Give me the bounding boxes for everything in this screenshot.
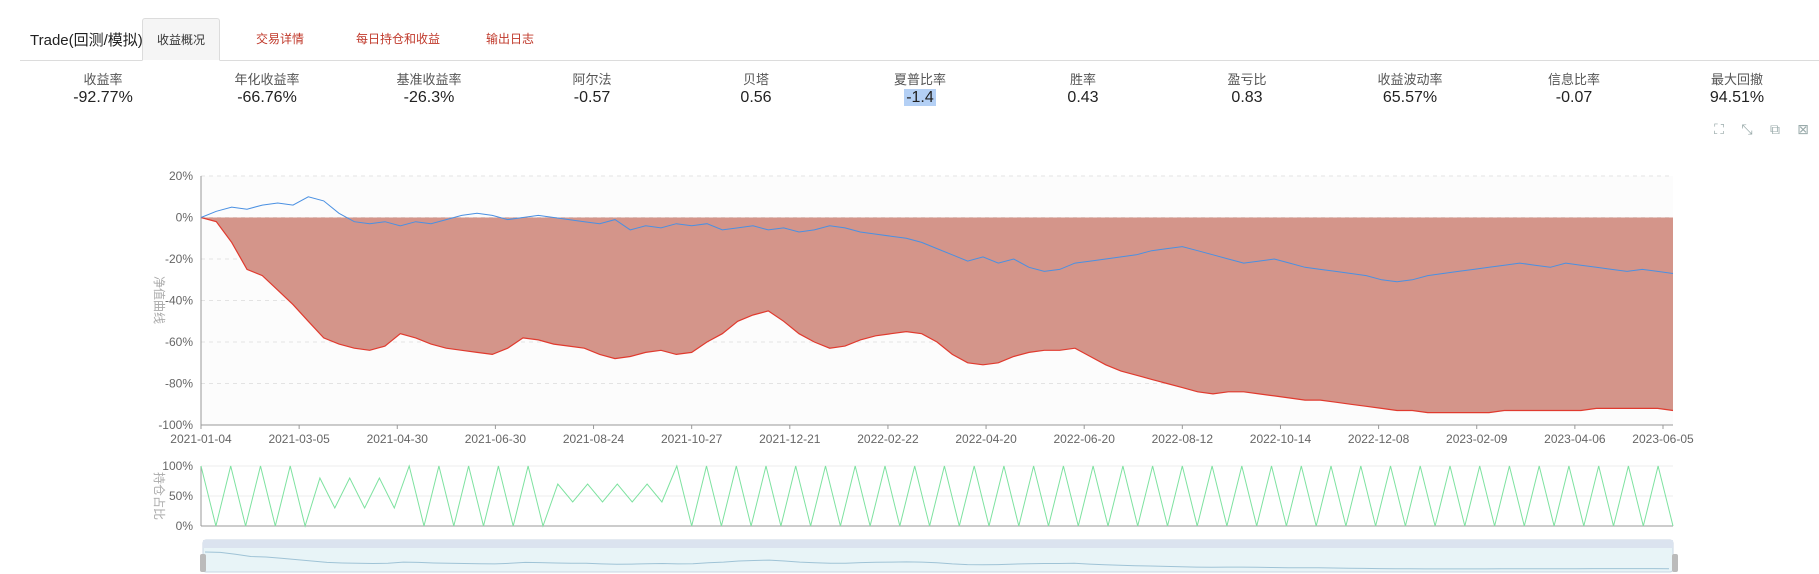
metric-benchmark-return: 基准收益率 -26.3%	[349, 72, 509, 107]
x-tick-label: 2023-04-06	[1544, 432, 1606, 446]
y-tick-label: -80%	[165, 377, 193, 391]
tab-overview[interactable]: 收益概况	[142, 18, 220, 61]
metric-value: 65.57%	[1382, 89, 1438, 106]
metric-sharpe: 夏普比率 -1.4	[840, 72, 1000, 107]
metric-annual-return: 年化收益率 -66.76%	[187, 72, 347, 107]
metric-label: 最大回撤	[1710, 72, 1763, 87]
strategy-area	[201, 217, 1673, 413]
metric-label: 信息比率	[1547, 72, 1600, 87]
tab-trade-details[interactable]: 交易详情	[255, 32, 304, 46]
metric-label: 夏普比率	[893, 72, 946, 87]
zoom-handle-right[interactable]	[1672, 554, 1678, 572]
zoom-slider-preview	[204, 551, 1670, 570]
y-tick-label: -20%	[165, 252, 193, 266]
position-line	[200, 464, 1674, 528]
y-tick-label: -100%	[158, 418, 193, 432]
metric-label: 胜率	[1069, 72, 1096, 87]
app-title: Trade(回测/模拟)	[30, 32, 143, 49]
metric-return: 收益率 -92.77%	[23, 72, 183, 107]
position-y-tick-label: 50%	[169, 489, 193, 503]
metrics-row: 收益率 -92.77% 年化收益率 -66.76% 基准收益率 -26.3% 阿尔法 -…	[0, 72, 1819, 112]
metric-value: -0.07	[1555, 89, 1593, 106]
metric-label: 基准收益率	[396, 72, 462, 87]
zoom-icon[interactable]: ⛶	[1714, 121, 1724, 137]
metric-label: 阿尔法	[572, 72, 612, 87]
benchmark-line	[200, 196, 1674, 283]
save-icon[interactable]: ⊠	[1797, 121, 1809, 137]
metric-label: 贝塔	[742, 72, 769, 87]
x-tick-label: 2021-12-21	[759, 432, 821, 446]
x-tick-label: 2023-02-09	[1446, 432, 1508, 446]
x-tick-label: 2022-08-12	[1152, 432, 1214, 446]
y-axis-label: 净值曲线	[152, 276, 167, 324]
position-y-axis-label: 持仓占比	[152, 472, 167, 520]
metric-label: 盈亏比	[1227, 72, 1267, 87]
metric-volatility: 收益波动率 65.57%	[1330, 72, 1490, 107]
x-tick-label: 2022-06-20	[1054, 432, 1116, 446]
position-y-tick-label: 100%	[162, 459, 193, 473]
metric-value: 0.56	[740, 89, 772, 106]
metric-value: -66.76%	[237, 89, 297, 106]
metric-value: -26.3%	[403, 89, 455, 106]
restore-icon[interactable]: ⧉	[1770, 121, 1780, 137]
x-tick-label: 2021-06-30	[465, 432, 527, 446]
position-y-tick-label: 0%	[176, 519, 194, 533]
zoom-reset-icon[interactable]: ⤡	[1741, 121, 1753, 137]
metric-beta: 贝塔 0.56	[676, 72, 836, 107]
x-tick-label: 2021-10-27	[661, 432, 723, 446]
y-tick-label: -60%	[165, 335, 193, 349]
metric-label: 收益波动率	[1377, 72, 1443, 87]
zoom-handle-left[interactable]	[200, 554, 206, 572]
metric-label: 收益率	[83, 72, 123, 87]
x-tick-label: 2021-03-05	[268, 432, 330, 446]
x-tick-label: 2022-02-22	[857, 432, 919, 446]
metric-information-ratio: 信息比率 -0.07	[1494, 72, 1654, 107]
y-tick-label: 20%	[169, 169, 193, 183]
metric-max-drawdown: 最大回撤 94.51%	[1657, 72, 1817, 107]
metric-label: 年化收益率	[234, 72, 300, 87]
x-tick-label: 2021-04-30	[367, 432, 429, 446]
metric-value: 94.51%	[1709, 89, 1765, 106]
tab-output-log[interactable]: 输出日志	[485, 32, 534, 46]
tab-daily-positions[interactable]: 每日持仓和收益	[355, 32, 440, 46]
strategy-line	[200, 216, 1674, 414]
y-tick-label: -40%	[165, 294, 193, 308]
zoom-slider-top-bar[interactable]	[203, 540, 1673, 548]
y-tick-label: 0%	[176, 211, 194, 225]
metric-value: -92.77%	[73, 89, 133, 106]
metric-value: 0.83	[1231, 89, 1263, 106]
x-tick-label: 2021-01-04	[170, 432, 232, 446]
metric-value: -1.4	[904, 89, 936, 106]
x-tick-label: 2022-12-08	[1348, 432, 1410, 446]
metric-alpha: 阿尔法 -0.57	[512, 72, 672, 107]
x-tick-label: 2022-10-14	[1250, 432, 1312, 446]
metric-value: 0.43	[1067, 89, 1099, 106]
metric-win-rate: 胜率 0.43	[1003, 72, 1163, 107]
metric-value: -0.57	[573, 89, 611, 106]
x-tick-label: 2022-04-20	[955, 432, 1017, 446]
metric-profit-loss-ratio: 盈亏比 0.83	[1167, 72, 1327, 107]
x-tick-label: 2023-06-05	[1632, 432, 1694, 446]
x-tick-label: 2021-08-24	[563, 432, 625, 446]
top-bar: Trade(回测/模拟) 收益概况 交易详情 每日持仓和收益 输出日志	[20, 18, 1819, 61]
